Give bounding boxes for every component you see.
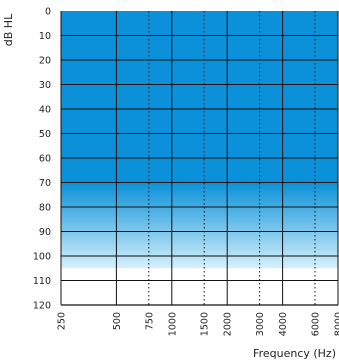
- shaded-region: [61, 11, 338, 269]
- y-tick-label-40: 40: [39, 105, 51, 116]
- y-tick-label-10: 10: [39, 31, 51, 42]
- y-tick-label-120: 120: [33, 301, 51, 312]
- y-tick-label-50: 50: [39, 129, 51, 140]
- x-tick-labels: 250 500 750 1000 1500 2000 3000 4000 6000 8000: [57, 312, 339, 336]
- y-tick-label-70: 70: [39, 178, 51, 189]
- x-tick-label-4000: 4000: [278, 312, 289, 336]
- x-tick-label-1500: 1500: [200, 312, 211, 336]
- x-tick-label-250: 250: [57, 312, 68, 330]
- grid: [60, 11, 339, 306]
- shaded-region-solid: [61, 11, 338, 183]
- x-tick-label-500: 500: [112, 312, 123, 330]
- x-tick-label-3000: 3000: [255, 312, 266, 336]
- x-tick-label-2000: 2000: [223, 312, 234, 336]
- x-tick-label-1000: 1000: [167, 312, 178, 336]
- y-axis-label: dB HL: [2, 13, 15, 46]
- y-tick-labels: 0 10 20 30 40 50 60 70 80 90 100 110 120: [33, 7, 51, 312]
- y-tick-label-80: 80: [39, 203, 51, 214]
- y-tick-label-0: 0: [45, 7, 51, 18]
- y-tick-label-90: 90: [39, 227, 51, 238]
- y-tick-label-60: 60: [39, 154, 51, 165]
- x-axis-label: Frequency (Hz): [253, 347, 336, 360]
- y-tick-label-30: 30: [39, 80, 51, 91]
- y-tick-label-20: 20: [39, 56, 51, 67]
- x-tick-label-750: 750: [144, 312, 155, 330]
- x-tick-label-8000: 8000: [334, 312, 339, 336]
- x-tick-label-6000: 6000: [311, 312, 322, 336]
- y-tick-label-100: 100: [33, 252, 51, 263]
- shaded-region-fade: [61, 182, 338, 269]
- y-tick-label-110: 110: [33, 276, 51, 287]
